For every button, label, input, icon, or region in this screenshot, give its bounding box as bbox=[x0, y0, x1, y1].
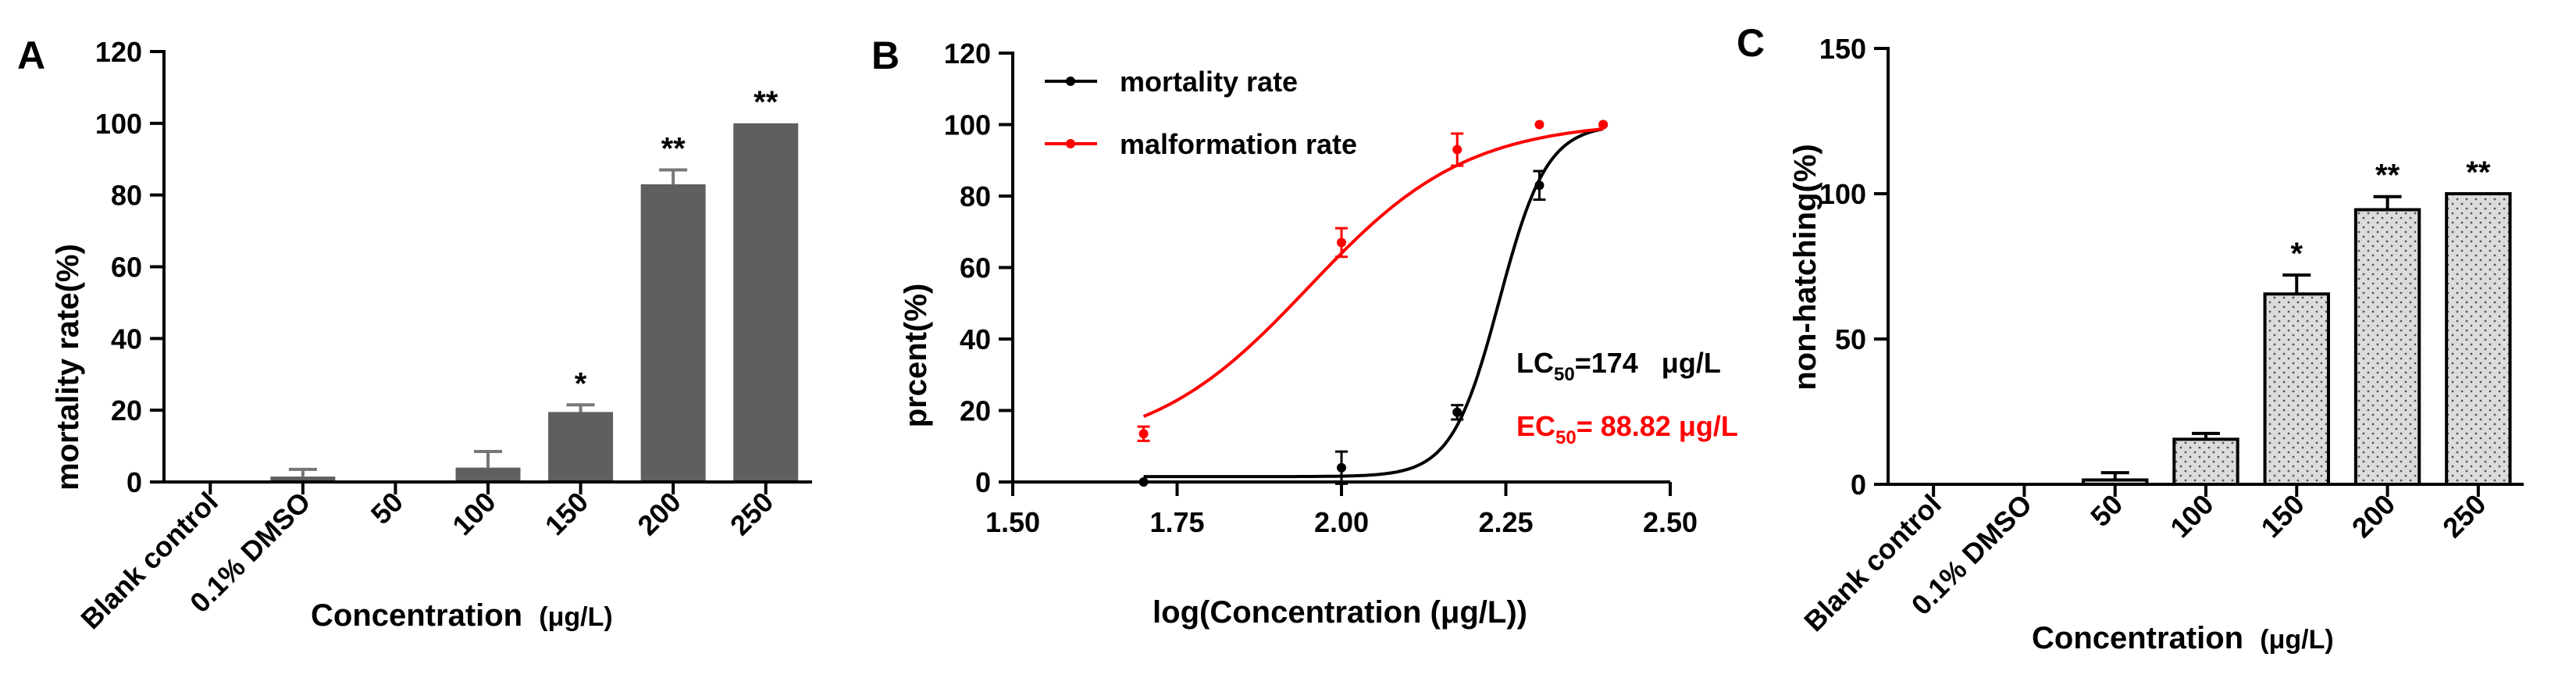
panel-b-point-0-0 bbox=[1138, 477, 1149, 487]
panel-c-bar-6 bbox=[2445, 192, 2512, 486]
panel-a-xlabel: Concentration (μg/L) bbox=[311, 598, 613, 633]
panel-c-ytick-label-3: 150 bbox=[1819, 33, 1866, 65]
panel-b-ytick-label-3: 60 bbox=[960, 252, 991, 284]
panel-b-point-0-1 bbox=[1337, 462, 1346, 473]
panel-b-plot: 0 20 40 60 80 100 120 1.50 1.75 2.00 2.25 2.50 bbox=[944, 37, 1698, 538]
panel-b-xtick-label-1: 1.75 bbox=[1149, 506, 1204, 538]
panel-b-point-1-0 bbox=[1138, 429, 1149, 439]
panel-a-xtick-label-6: 250 bbox=[724, 486, 779, 541]
panel-a-sig-5: ** bbox=[661, 132, 686, 166]
panel-c-sig-5: ** bbox=[2375, 159, 2400, 193]
legend-marker-malformation bbox=[1066, 139, 1075, 148]
panel-b-point-1-2 bbox=[1452, 145, 1463, 155]
panel-a-ytick-label-4: 80 bbox=[111, 180, 142, 212]
panel-a-xtick-label-2: 50 bbox=[365, 486, 409, 530]
panel-a-ytick-label-6: 120 bbox=[95, 36, 142, 68]
panel-c-xtick-label-4: 150 bbox=[2254, 488, 2310, 544]
panel-c-xtick-label-3: 100 bbox=[2164, 488, 2219, 544]
panel-b-point-1-3 bbox=[1534, 120, 1545, 130]
panel-a-sig-6: ** bbox=[754, 85, 779, 120]
panel-b-ytick-label-6: 120 bbox=[944, 37, 991, 70]
annotation-ec50-label: EC bbox=[1516, 410, 1555, 442]
panel-a-bar-3 bbox=[455, 467, 521, 482]
panel-c-xtick-label-6: 250 bbox=[2436, 488, 2492, 544]
panel-c-sig-4: * bbox=[2290, 237, 2303, 271]
panel-c-ylabel: non-hatching(%) bbox=[1788, 144, 1822, 391]
panel-a-ytick-label-3: 60 bbox=[111, 252, 142, 284]
panel-a-ytick-label-2: 40 bbox=[111, 323, 142, 355]
panel-a-ytick-label-1: 20 bbox=[111, 394, 142, 427]
annotation-lc50-sub: 50 bbox=[1554, 364, 1575, 385]
panel-a-bar-4 bbox=[548, 412, 614, 482]
annotation-ec50-value: = 88.82 μg/L bbox=[1577, 410, 1738, 442]
panel-c-xtick-label-2: 50 bbox=[2084, 488, 2129, 533]
panel-c-ytick-label-0: 0 bbox=[1851, 469, 1866, 501]
panel-a-xtick-label-5: 200 bbox=[631, 486, 686, 541]
panel-c-xlabel-unit: (μg/L) bbox=[2260, 625, 2333, 655]
annotation-ec50: EC50= 88.82 μg/L bbox=[1516, 410, 1738, 448]
panel-c-ytick-label-2: 100 bbox=[1819, 178, 1866, 210]
annotation-lc50-value: =174 μg/L bbox=[1575, 347, 1721, 379]
panel-b-xtick-label-2: 2.00 bbox=[1314, 506, 1369, 538]
panel-a-letter: A bbox=[17, 34, 45, 77]
panel-a-xtick-label-4: 150 bbox=[539, 486, 594, 541]
panel-c-ytick-label-1: 50 bbox=[1835, 323, 1866, 355]
panel-b-point-1-1 bbox=[1337, 237, 1346, 248]
panel-b-point-0-3 bbox=[1534, 180, 1545, 191]
panel-b: B 0 20 40 60 80 100 120 1.50 1.75 2.00 2.25 2.50 pr… bbox=[871, 34, 1738, 630]
panel-b-ytick-label-4: 80 bbox=[960, 180, 991, 212]
annotation-lc50-label: LC bbox=[1516, 347, 1554, 379]
legend-label-mortality: mortality rate bbox=[1120, 66, 1298, 98]
panel-a-bar-6 bbox=[733, 123, 799, 483]
panel-c-bar-5 bbox=[2353, 208, 2421, 486]
panel-a-bar-5 bbox=[640, 184, 706, 482]
panel-a-ytick-label-5: 100 bbox=[95, 108, 142, 140]
panel-a-xtick-label-3: 100 bbox=[446, 486, 501, 541]
annotation-ec50-sub: 50 bbox=[1555, 427, 1577, 448]
panel-b-ytick-label-1: 20 bbox=[960, 395, 991, 427]
panel-a-xlabel-unit: (μg/L) bbox=[539, 602, 612, 632]
panel-b-xlabel: log(Concentration (μg/L)) bbox=[1153, 595, 1527, 630]
panel-a-ylabel: mortality rate(%) bbox=[51, 244, 85, 491]
panel-a-sig-4: * bbox=[575, 366, 587, 401]
panel-a-bar-1 bbox=[270, 476, 336, 482]
panel-a-ytick-label-0: 0 bbox=[126, 466, 142, 498]
panel-b-point-0-2 bbox=[1452, 407, 1463, 417]
panel-c-xlabel-text: Concentration bbox=[2032, 621, 2243, 655]
panel-b-xtick-label-4: 2.50 bbox=[1643, 506, 1698, 538]
panel-b-ylabel: prcent(%) bbox=[899, 284, 933, 427]
panel-b-letter: B bbox=[871, 34, 900, 77]
panel-c-letter: C bbox=[1737, 21, 1765, 65]
panel-c-xtick-label-5: 200 bbox=[2346, 488, 2401, 544]
panel-c-sig-6: ** bbox=[2466, 155, 2491, 190]
panel-b-ytick-label-0: 0 bbox=[975, 466, 991, 498]
panel-b-ytick-label-5: 100 bbox=[944, 109, 991, 141]
panel-c-bar-3 bbox=[2172, 437, 2239, 487]
panel-b-ytick-label-2: 40 bbox=[960, 323, 991, 355]
panel-b-fit-1 bbox=[1142, 127, 1604, 419]
legend-marker-mortality bbox=[1066, 77, 1075, 86]
panel-b-xtick-label-3: 2.25 bbox=[1478, 506, 1533, 538]
panel-c-xlabel: Concentration (μg/L) bbox=[2032, 621, 2334, 655]
panel-a-xlabel-text: Concentration bbox=[311, 598, 522, 633]
panel-b-xtick-label-0: 1.50 bbox=[985, 506, 1040, 538]
legend-label-malformation: malformation rate bbox=[1120, 128, 1357, 160]
panel-b-fit-0 bbox=[1143, 127, 1604, 479]
panel-b-legend: mortality rate malformation rate bbox=[1045, 66, 1357, 160]
panel-c-bar-4 bbox=[2263, 292, 2330, 486]
annotation-lc50: LC50=174 μg/L bbox=[1516, 347, 1721, 385]
panel-b-point-1-4 bbox=[1598, 120, 1609, 130]
